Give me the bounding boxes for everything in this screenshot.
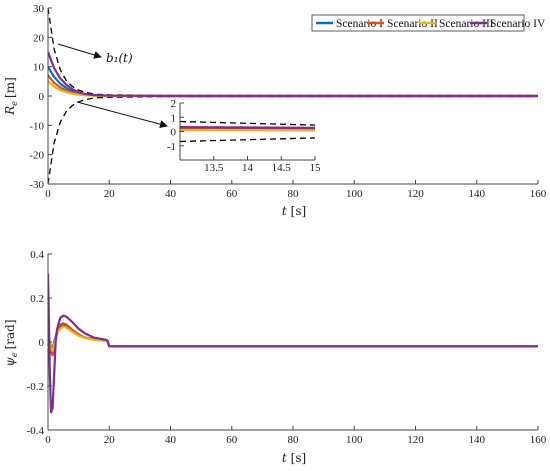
- legend-label: Scenario II: [387, 18, 438, 30]
- y-tick-label: -0.2: [27, 381, 44, 393]
- y-axis-label-unit: [m]: [3, 77, 17, 98]
- y-axis-label: ψe [rad]: [3, 319, 19, 366]
- x-tick-label: 160: [530, 434, 547, 446]
- y-tick-label: -0.4: [27, 425, 45, 437]
- legend: Scenario I Scenario II Scenario IIIScenari…: [311, 14, 546, 32]
- x-tick-label: 60: [226, 434, 238, 446]
- x-tick-label: 120: [407, 188, 424, 200]
- legend-box: [311, 14, 525, 32]
- x-axis-label: t [s]: [282, 204, 306, 218]
- series-line-scenario-iv: [180, 126, 315, 130]
- x-tick-label: 0: [45, 434, 51, 446]
- series-group: [180, 120, 315, 143]
- inset-chart: 13.5 14 14.5 15 2 1 0 -1: [167, 98, 321, 174]
- x-axis-label: t [s]: [282, 451, 306, 465]
- y-axis-label-sub: e: [10, 352, 19, 357]
- y-tick-label: 0: [171, 127, 177, 139]
- legend-label: Scenario IV: [490, 18, 546, 30]
- y-tick-label: -20: [29, 150, 44, 162]
- y-axis-label: Re [m]: [3, 77, 19, 116]
- x-axis-label-unit: [s]: [291, 204, 307, 218]
- x-tick-label: 0: [45, 188, 51, 200]
- x-tick-label: 14: [242, 162, 254, 174]
- legend-label: Scenario III: [439, 18, 494, 30]
- y-tick-label: 30: [33, 3, 45, 15]
- x-tick-label: 100: [346, 188, 363, 200]
- y-tick-label: 2: [171, 98, 177, 110]
- series-line-b1-upper: [180, 120, 315, 126]
- series-line-scenario-ii: [48, 74, 538, 98]
- series-line-scenario-iii: [48, 80, 538, 98]
- y-tick-label: 0: [39, 337, 45, 349]
- x-tick-label: 20: [104, 434, 116, 446]
- series-line-scenario-ii: [48, 322, 538, 357]
- series-line-b1-lower: [180, 137, 315, 143]
- series-line-scenario-i: [48, 66, 538, 98]
- y-tick-label: 10: [33, 62, 45, 74]
- x-tick-label: 160: [530, 188, 547, 200]
- y-tick-label: 0: [39, 91, 45, 103]
- series-line-scenario-iv: [48, 273, 538, 414]
- legend-label: Scenario I: [336, 18, 383, 30]
- x-tick-label: 14.5: [272, 162, 292, 174]
- annotation-b1: b₁(t): [106, 51, 133, 65]
- x-tick-label: 140: [469, 434, 486, 446]
- series-group: [48, 273, 538, 414]
- y-axis-label-sub: e: [10, 101, 19, 106]
- y-tick-label: 0.2: [30, 293, 44, 305]
- y-axis-label-unit: [rad]: [3, 319, 17, 349]
- x-axis-label-main: t: [282, 451, 287, 465]
- y-tick-label: -30: [29, 179, 44, 191]
- chart-heading-error: 0 20 40 60 80 100 120 140 160 0.4 0.2 0 -0.2 -0.4 t [s]…: [3, 249, 547, 465]
- x-tick-label: 20: [104, 188, 116, 200]
- annotation-arrow: [57, 43, 102, 59]
- inset-arrow: [76, 101, 168, 129]
- x-tick-label: 120: [407, 434, 424, 446]
- series-line-scenario-i: [48, 323, 538, 350]
- x-tick-label: 140: [469, 188, 486, 200]
- x-tick-label: 40: [165, 434, 177, 446]
- x-tick-label: 13.5: [204, 162, 224, 174]
- series-group: [48, 8, 538, 184]
- x-tick-label: 80: [288, 188, 300, 200]
- x-tick-label: 40: [165, 188, 177, 200]
- x-axis-label-unit: [s]: [291, 451, 307, 465]
- y-axis-label-main: R: [3, 106, 17, 116]
- y-tick-label: -1: [167, 141, 176, 153]
- y-tick-label: 1: [171, 112, 177, 124]
- y-tick-label: -10: [29, 120, 44, 132]
- x-tick-label: 80: [288, 434, 300, 446]
- annotation-b1-text: b₁(t): [106, 51, 133, 65]
- x-axis-label-main: t: [282, 204, 287, 218]
- y-tick-label: 0.4: [30, 249, 44, 261]
- x-tick-label: 15: [310, 162, 322, 174]
- y-axis-label-main: ψ: [3, 357, 17, 367]
- y-tick-label: 20: [33, 32, 45, 44]
- x-tick-label: 100: [346, 434, 363, 446]
- x-tick-label: 60: [226, 188, 238, 200]
- series-line-scenario-iv: [48, 51, 538, 98]
